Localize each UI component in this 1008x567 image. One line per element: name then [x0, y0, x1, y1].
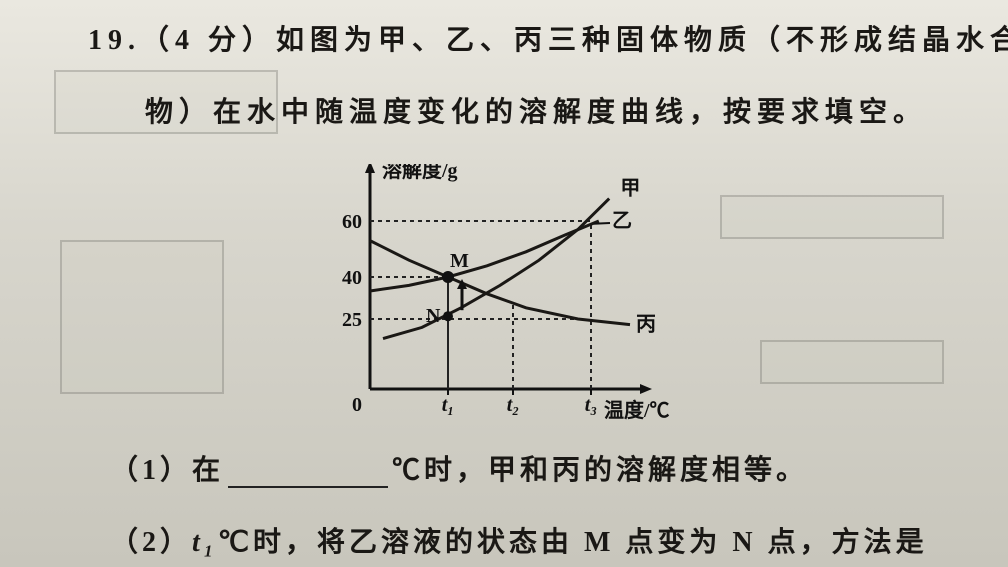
svg-text:60: 60 [342, 211, 362, 233]
solubility-chart: 溶解度/g 温度/℃ 0 25 40 60 t₁ t₂ t₃ 甲乙丙 M N [300, 164, 700, 424]
svg-text:25: 25 [342, 309, 362, 331]
svg-text:t₂: t₂ [507, 394, 520, 416]
svg-text:丙: 丙 [636, 314, 656, 336]
svg-text:t₃: t₃ [585, 394, 598, 416]
part2-prefix: （2） [110, 527, 192, 558]
svg-text:40: 40 [342, 267, 362, 289]
svg-text:M: M [450, 250, 469, 272]
ghost-box [60, 240, 224, 394]
part1-suffix: ℃时，甲和丙的溶解度相等。 [392, 455, 808, 486]
blank-temp[interactable] [228, 455, 388, 488]
page: 19.（4 分）如图为甲、乙、丙三种固体物质（不形成结晶水合 物）在水中随温度变… [0, 0, 1008, 567]
chart-svg: 溶解度/g 温度/℃ 0 25 40 60 t₁ t₂ t₃ 甲乙丙 M N [300, 164, 700, 424]
question-line-1: 19.（4 分）如图为甲、乙、丙三种固体物质（不形成结晶水合 [88, 18, 1008, 58]
part2-rest: ℃时，将乙溶液的状态由 M 点变为 N 点，方法是 [218, 527, 928, 558]
svg-text:0: 0 [352, 394, 362, 416]
question-number: 19. [88, 25, 141, 56]
part-1: （1）在 ℃时，甲和丙的溶解度相等。 [110, 448, 808, 488]
question-l1-rest: 如图为甲、乙、丙三种固体物质（不形成结晶水合 [276, 25, 1008, 56]
ghost-box [760, 340, 944, 384]
svg-text:乙: 乙 [612, 210, 632, 232]
svg-text:t₁: t₁ [442, 394, 455, 416]
question-l2: 物）在水中随温度变化的溶解度曲线，按要求填空。 [145, 97, 927, 128]
question-line-2: 物）在水中随温度变化的溶解度曲线，按要求填空。 [145, 90, 927, 130]
ghost-box [720, 195, 944, 239]
part2-t1: t₁ [192, 527, 218, 558]
question-points: （4 分） [141, 25, 276, 56]
svg-text:N: N [426, 305, 441, 327]
svg-text:甲: 甲 [620, 178, 640, 200]
part1-prefix: （1）在 [110, 455, 224, 486]
part-2: （2）t₁℃时，将乙溶液的状态由 M 点变为 N 点，方法是 [110, 520, 928, 560]
svg-text:温度/℃: 温度/℃ [604, 398, 670, 422]
svg-text:溶解度/g: 溶解度/g [382, 164, 458, 182]
